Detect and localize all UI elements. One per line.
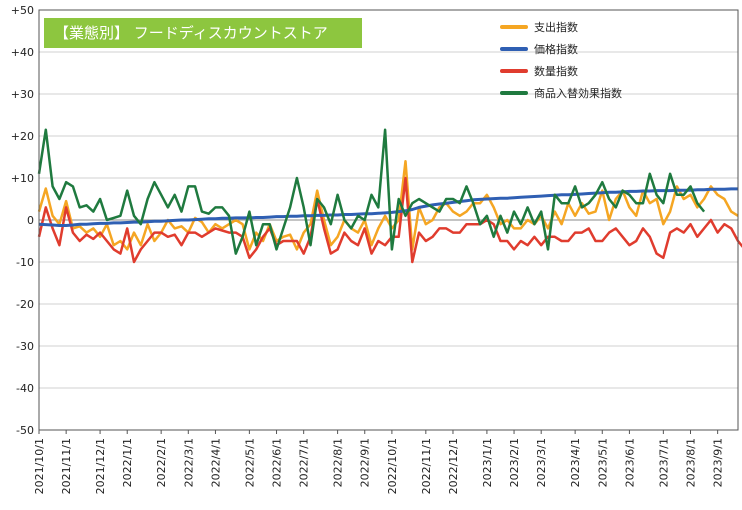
x-tick-label: 2023/9/1	[712, 438, 725, 487]
x-tick-label: 2022/12/1	[447, 438, 460, 494]
x-tick-label: 2023/8/1	[684, 438, 697, 487]
y-tick-label: +50	[11, 4, 34, 17]
y-axis-ticks: +50 +40 +30 +20 +10 0 -10 -20 -30 -40 -50	[11, 4, 34, 437]
y-tick-label: +20	[11, 130, 34, 143]
x-tick-label: 2023/7/1	[657, 438, 670, 487]
legend-item-price: 価格指数	[500, 38, 622, 60]
x-tick-label: 2023/6/1	[623, 438, 636, 487]
x-tick-label: 2023/5/1	[596, 438, 609, 487]
y-tick-label: 0	[27, 214, 34, 227]
legend-item-quantity: 数量指数	[500, 60, 622, 82]
x-tick-label: 2021/11/1	[60, 438, 73, 494]
x-tick-label: 2023/3/1	[535, 438, 548, 487]
x-tick-label: 2021/12/1	[94, 438, 107, 494]
x-tick-label: 2022/5/1	[243, 438, 256, 487]
y-tick-label: -50	[16, 424, 34, 437]
x-tick-label: 2022/2/1	[155, 438, 168, 487]
chart-title: 【業態別】 フードディスカウントストア	[44, 18, 362, 48]
x-tick-label: 2023/1/1	[481, 438, 494, 487]
y-tick-label: -20	[16, 298, 34, 311]
x-tick-label: 2023/2/1	[508, 438, 521, 487]
legend-swatch-orange	[500, 25, 528, 29]
x-tick-label: 2022/10/1	[386, 438, 399, 494]
legend-label: 価格指数	[534, 43, 578, 56]
y-tick-label: +40	[11, 46, 34, 59]
legend: 支出指数 価格指数 数量指数 商品入替効果指数	[500, 16, 622, 104]
legend-swatch-green	[500, 91, 528, 95]
x-tick-label: 2022/3/1	[182, 438, 195, 487]
legend-label: 数量指数	[534, 65, 578, 78]
legend-item-expenditure: 支出指数	[500, 16, 622, 38]
x-tick-label: 2022/7/1	[298, 438, 311, 487]
x-tick-label: 2022/11/1	[420, 438, 433, 494]
x-tick-label: 2022/1/1	[121, 438, 134, 487]
legend-label: 支出指数	[534, 21, 578, 34]
legend-item-replacement: 商品入替効果指数	[500, 82, 622, 104]
x-tick-label: 2021/10/1	[33, 438, 46, 494]
y-tick-label: -40	[16, 382, 34, 395]
legend-label: 商品入替効果指数	[534, 87, 622, 100]
x-axis-ticks: 2021/10/1 2021/11/1 2021/12/1 2022/1/1 2022/…	[33, 430, 725, 494]
y-tick-label: -10	[16, 256, 34, 269]
y-tick-label: -30	[16, 340, 34, 353]
x-tick-label: 2022/8/1	[332, 438, 345, 487]
series-lines	[37, 128, 742, 264]
x-tick-label: 2022/4/1	[209, 438, 222, 487]
x-tick-label: 2023/4/1	[569, 438, 582, 487]
series-line-3	[37, 128, 706, 255]
x-tick-label: 2022/6/1	[271, 438, 284, 487]
y-tick-label: +10	[11, 172, 34, 185]
legend-swatch-red	[500, 69, 528, 73]
y-tick-label: +30	[11, 88, 34, 101]
plot-border	[38, 9, 739, 431]
legend-swatch-blue	[500, 47, 528, 51]
x-tick-label: 2022/9/1	[359, 438, 372, 487]
